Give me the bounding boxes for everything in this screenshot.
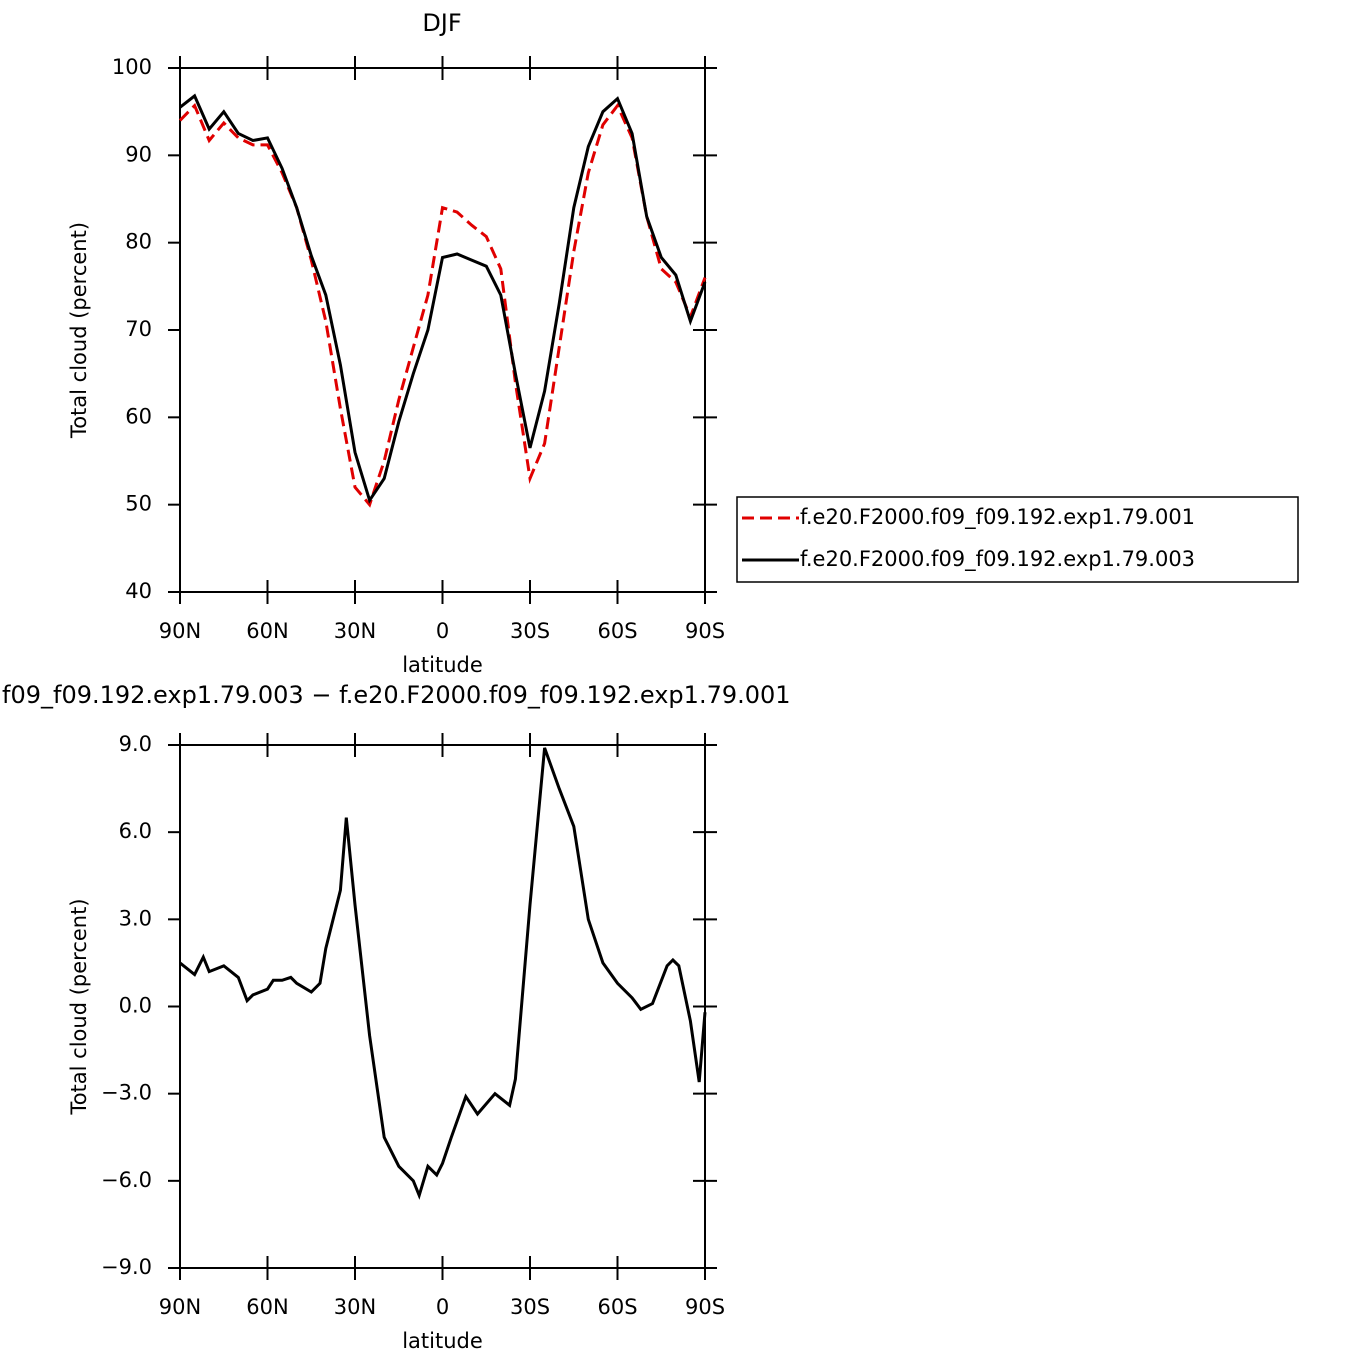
y-tick-label: 60 — [125, 404, 152, 428]
legend-box — [736, 496, 1299, 583]
y-tick-label: −3.0 — [101, 1081, 152, 1105]
x-tick-label: 60N — [246, 619, 288, 643]
y-tick-label: 100 — [112, 55, 152, 79]
x-tick-label: 30N — [334, 1295, 376, 1319]
data-line — [179, 93, 707, 504]
y-tick-label: −9.0 — [101, 1255, 152, 1279]
x-tick-label: 30N — [334, 619, 376, 643]
y-axis-label: Total cloud (percent) — [67, 898, 91, 1115]
y-tick-label: 90 — [125, 142, 152, 166]
x-tick-label: 0 — [436, 619, 449, 643]
x-axis-label: latitude — [402, 653, 483, 677]
chart-title: f09_f09.192.exp1.79.003 − f.e20.F2000.f0… — [2, 681, 791, 709]
data-line — [179, 747, 707, 1200]
y-tick-label: 9.0 — [119, 732, 152, 756]
y-tick-label: 40 — [125, 579, 152, 603]
y-tick-label: 80 — [125, 230, 152, 254]
y-tick-label: 70 — [125, 317, 152, 341]
x-tick-label: 90N — [159, 619, 201, 643]
y-axis-label: Total cloud (percent) — [67, 222, 91, 439]
x-tick-label: 90N — [159, 1295, 201, 1319]
plot-frame — [179, 67, 706, 593]
x-tick-label: 30S — [510, 1295, 550, 1319]
x-tick-label: 60N — [246, 1295, 288, 1319]
y-tick-label: 6.0 — [119, 819, 152, 843]
chart-title: DJF — [422, 9, 461, 37]
y-tick-label: 50 — [125, 492, 152, 516]
x-tick-label: 60S — [597, 1295, 637, 1319]
x-tick-label: 90S — [685, 619, 725, 643]
x-tick-label: 30S — [510, 619, 550, 643]
x-axis-label: latitude — [402, 1329, 483, 1353]
plot-frame — [179, 744, 706, 1269]
data-line — [178, 102, 707, 508]
y-tick-label: 0.0 — [119, 994, 152, 1018]
y-tick-label: 3.0 — [119, 906, 152, 930]
x-tick-label: 90S — [685, 1295, 725, 1319]
legend-label: f.e20.F2000.f09_f09.192.exp1.79.001 — [800, 505, 1195, 530]
x-tick-label: 0 — [436, 1295, 449, 1319]
legend-label: f.e20.F2000.f09_f09.192.exp1.79.003 — [800, 547, 1195, 572]
y-tick-label: −6.0 — [101, 1168, 152, 1192]
x-tick-label: 60S — [597, 619, 637, 643]
